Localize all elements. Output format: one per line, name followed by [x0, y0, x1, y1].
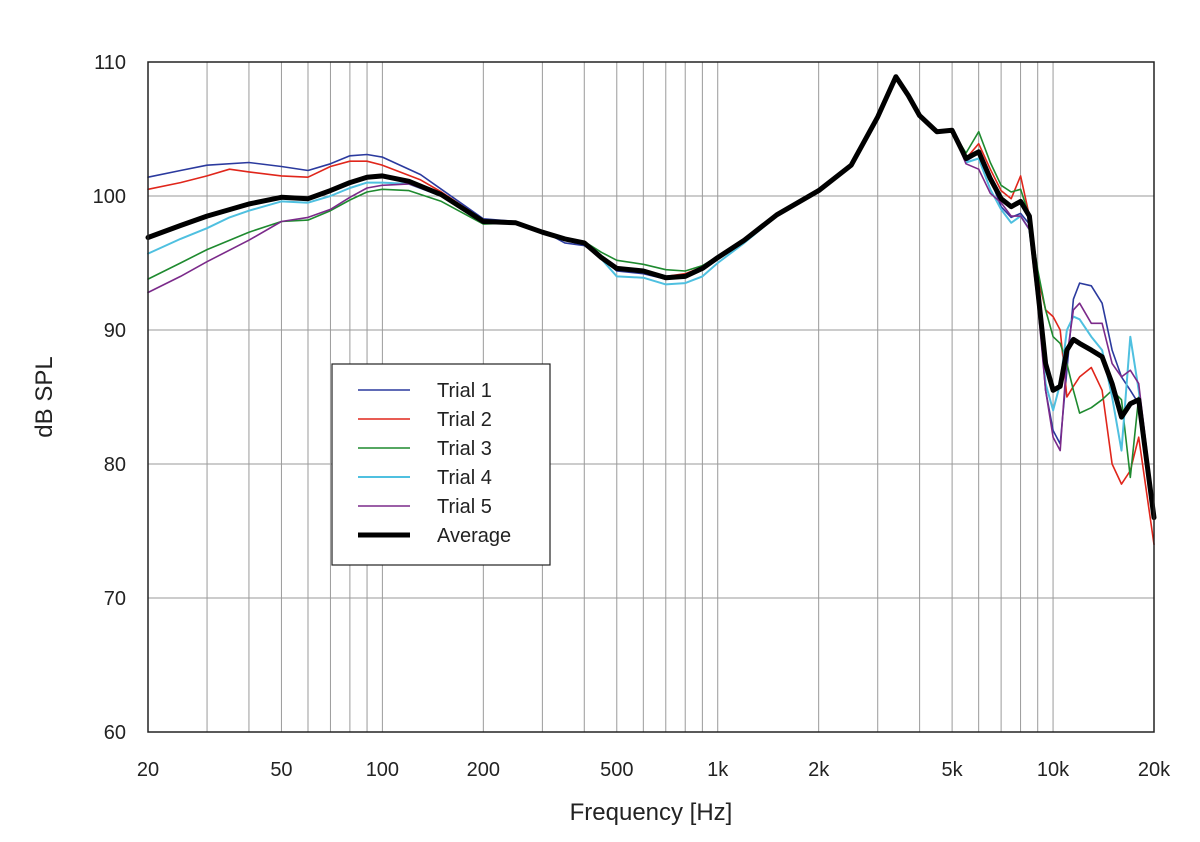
x-tick-label: 50 [270, 759, 292, 781]
y-tick-label: 60 [104, 722, 126, 744]
plot-frame [147, 61, 1155, 733]
y-axis-label: dB SPL [31, 356, 58, 437]
legend-label: Trial 3 [437, 438, 492, 460]
legend-label: Trial 2 [437, 409, 492, 431]
x-tick-label: 200 [467, 759, 500, 781]
legend-label: Trial 5 [437, 496, 492, 518]
series-line-trial-1 [147, 75, 1155, 519]
x-tick-label: 5k [942, 759, 964, 781]
y-tick-label: 80 [104, 454, 126, 476]
series-line-average [145, 74, 1157, 521]
x-axis-label: Frequency [Hz] [570, 799, 733, 826]
y-axis-ticks: 60 70 80 90 100 110 [93, 52, 126, 744]
x-tick-label: 20 [137, 759, 159, 781]
x-tick-label: 10k [1037, 759, 1070, 781]
y-tick-label: 90 [104, 320, 126, 342]
series-line-trial-4 [147, 75, 1155, 512]
y-tick-label: 70 [104, 588, 126, 610]
legend-label: Average [437, 525, 511, 547]
legend-label: Trial 1 [437, 380, 492, 402]
grid [148, 62, 1154, 732]
legend-label: Trial 4 [437, 467, 492, 489]
y-tick-label: 100 [93, 186, 126, 208]
series-line-trial-5 [147, 75, 1155, 512]
x-tick-label: 1k [707, 759, 729, 781]
x-tick-label: 500 [600, 759, 633, 781]
x-tick-label: 20k [1138, 759, 1171, 781]
series-line-trial-2 [147, 75, 1155, 546]
series-layer [145, 74, 1157, 546]
legend: Trial 1 Trial 2 Trial 3 Trial 4 Trial 5 Avera… [331, 363, 551, 566]
y-tick-label: 110 [94, 52, 126, 74]
series-line-trial-3 [147, 77, 1155, 512]
legend-box [331, 363, 551, 566]
x-tick-label: 100 [366, 759, 399, 781]
x-axis-ticks: 20 50 100 200 500 1k 2k 5k 10k 20k [137, 759, 1171, 781]
x-tick-label: 2k [808, 759, 830, 781]
